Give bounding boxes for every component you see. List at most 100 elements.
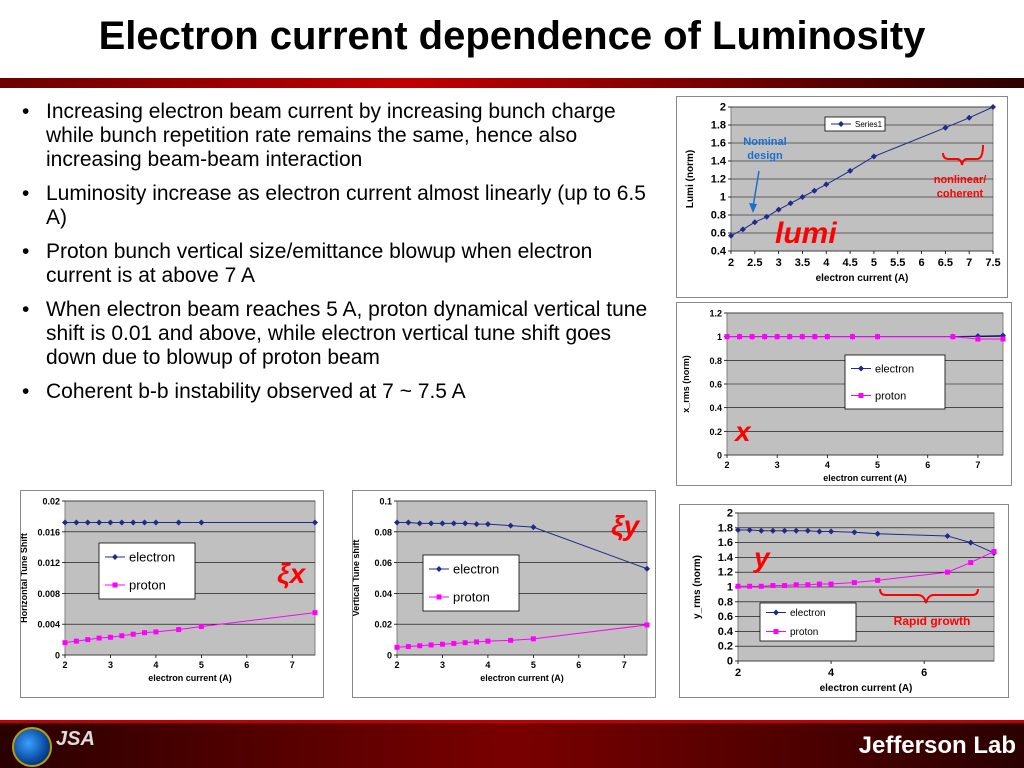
data-point-electron <box>394 519 400 526</box>
y-tick-label: 0.4 <box>711 246 727 258</box>
data-point-proton <box>153 629 159 635</box>
data-point-Series1 <box>787 200 794 207</box>
x-rms-chart: 0 0.2 0.4 0.6 0.8 1 1.2 2 3 4 5 6 7 electron current … <box>676 302 1012 486</box>
doe-seal-icon <box>12 727 52 767</box>
x-tick-label: 4 <box>823 257 830 269</box>
x-tick-label: 3.5 <box>795 257 810 269</box>
data-point-electron <box>530 524 537 531</box>
data-point-Series1 <box>966 114 973 121</box>
legend-label: proton <box>129 578 166 593</box>
x-tick-label: 6 <box>921 667 927 679</box>
data-point-proton <box>828 581 834 587</box>
data-point-electron <box>152 519 159 526</box>
legend-box <box>759 602 857 642</box>
data-point-proton <box>944 569 950 575</box>
y-tick-label: 1.6 <box>711 138 726 150</box>
bullet-list: Increasing electron beam current by incr… <box>20 100 660 414</box>
x-tick-label: 2 <box>728 257 734 269</box>
vertical-tune-shift-chart-svg: 0 0.02 0.04 0.06 0.08 0.1 2 3 4 5 6 7 electron curre… <box>353 497 650 683</box>
data-point-proton <box>747 583 753 589</box>
y-tick-label: 0.06 <box>374 558 392 568</box>
y-tick-label: 1 <box>717 332 722 342</box>
y-axis-label: y_rms (norm) <box>692 555 703 619</box>
data-point-electron <box>312 519 318 526</box>
y-tick-label: 0.2 <box>709 427 722 437</box>
y-tick-label: 0 <box>387 651 392 661</box>
x-tick-label: 2 <box>724 460 729 470</box>
y-tick-label: 0 <box>55 651 60 661</box>
x-axis-label: electron current (A) <box>480 673 564 683</box>
y-tick-label: 1.8 <box>711 120 726 132</box>
data-point-Series1 <box>870 153 877 160</box>
data-point-electron <box>967 539 974 546</box>
x-tick-label: 3 <box>775 460 780 470</box>
legend-label: proton <box>790 627 818 638</box>
data-point-proton <box>198 624 204 630</box>
y-axis-label: Vertical Tune shift <box>353 540 361 617</box>
y-tick-label: 1.2 <box>709 309 722 319</box>
xi-y-annotation: ξy <box>611 510 641 541</box>
y-tick-label: 2 <box>727 508 733 520</box>
x-tick-label: 5 <box>875 460 880 470</box>
y-tick-label: 0.012 <box>37 558 60 568</box>
data-point-proton <box>1000 336 1006 342</box>
y-tick-label: 0.08 <box>374 527 392 537</box>
y-tick-label: 1.8 <box>718 522 733 534</box>
lumi-chart-svg: 0.4 0.6 0.8 1 1.2 1.4 1.6 1.8 2 2 2.5 3 3.5 4 4.5 5 5.5 6… <box>685 102 1001 285</box>
data-point-proton <box>462 640 468 646</box>
data-point-proton <box>762 334 768 340</box>
bullet-item: Coherent b-b instability observed at 7 ~… <box>20 380 660 404</box>
jefferson-lab-logo: Jefferson Lab <box>858 732 1016 759</box>
x-tick-label: 2 <box>735 667 741 679</box>
bullet-item: Increasing electron beam current by incr… <box>20 100 660 172</box>
y-tick-label: 0.008 <box>37 589 60 599</box>
data-point-electron <box>816 528 823 535</box>
data-point-electron <box>804 527 811 534</box>
legend-marker <box>773 629 779 634</box>
y-tick-label: 1 <box>720 192 726 204</box>
data-point-electron <box>175 519 182 526</box>
data-point-proton <box>968 560 974 566</box>
x-tick-label: 4.5 <box>842 257 857 269</box>
data-point-proton <box>849 334 855 340</box>
data-point-proton <box>119 633 125 639</box>
y-tick-label: 0.8 <box>718 596 733 608</box>
data-point-electron <box>107 519 114 526</box>
legend-box <box>824 116 886 132</box>
x-tick-label: 4 <box>153 660 158 670</box>
x-rms-chart-svg: 0 0.2 0.4 0.6 0.8 1 1.2 2 3 4 5 6 7 electron current … <box>681 309 1006 483</box>
legend-label: electron <box>129 550 175 565</box>
y-annotation: y <box>752 542 771 573</box>
x-tick-label: 7.5 <box>985 257 1000 269</box>
data-point-proton <box>107 634 113 640</box>
curly-brace-icon <box>879 588 979 604</box>
data-point-electron <box>793 527 800 534</box>
y-tick-label: 0.8 <box>709 356 722 366</box>
y-tick-label: 0 <box>717 451 722 461</box>
y-axis-label: Horizontal Tune Shift <box>21 533 29 623</box>
x-tick-label: 5.5 <box>890 257 905 269</box>
data-point-Series1 <box>811 187 818 194</box>
legend-label: proton <box>875 390 906 402</box>
title-bar: Electron current dependence of Luminosit… <box>0 0 1024 78</box>
legend-marker <box>112 582 118 588</box>
y-rms-chart: 0 0.2 0.4 0.6 0.8 1 1.2 1.4 1.6 1.8 2 2 4 6 electron c… <box>679 504 1009 698</box>
y-tick-label: 0.02 <box>42 497 60 507</box>
data-point-electron <box>96 519 103 526</box>
data-point-Series1 <box>739 226 746 233</box>
y-tick-label: 0.8 <box>711 210 726 222</box>
legend-marker <box>436 566 442 572</box>
data-point-electron <box>84 519 91 526</box>
data-point-electron <box>874 530 881 537</box>
y-rms-chart-svg: 0 0.2 0.4 0.6 0.8 1 1.2 1.4 1.6 1.8 2 2 4 6 electron c… <box>692 508 997 694</box>
data-point-proton <box>875 334 881 340</box>
y-tick-label: 1 <box>727 582 733 594</box>
data-point-electron <box>405 519 412 526</box>
data-point-proton <box>793 582 799 588</box>
y-tick-label: 0.2 <box>718 641 733 653</box>
data-point-proton <box>428 642 434 648</box>
y-tick-label: 1.4 <box>711 156 727 168</box>
legend-marker <box>112 554 118 560</box>
data-point-proton <box>530 636 536 642</box>
nominal-design-annotation: Nominal design <box>743 136 786 162</box>
